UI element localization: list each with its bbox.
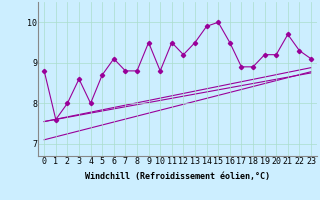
X-axis label: Windchill (Refroidissement éolien,°C): Windchill (Refroidissement éolien,°C) (85, 172, 270, 181)
